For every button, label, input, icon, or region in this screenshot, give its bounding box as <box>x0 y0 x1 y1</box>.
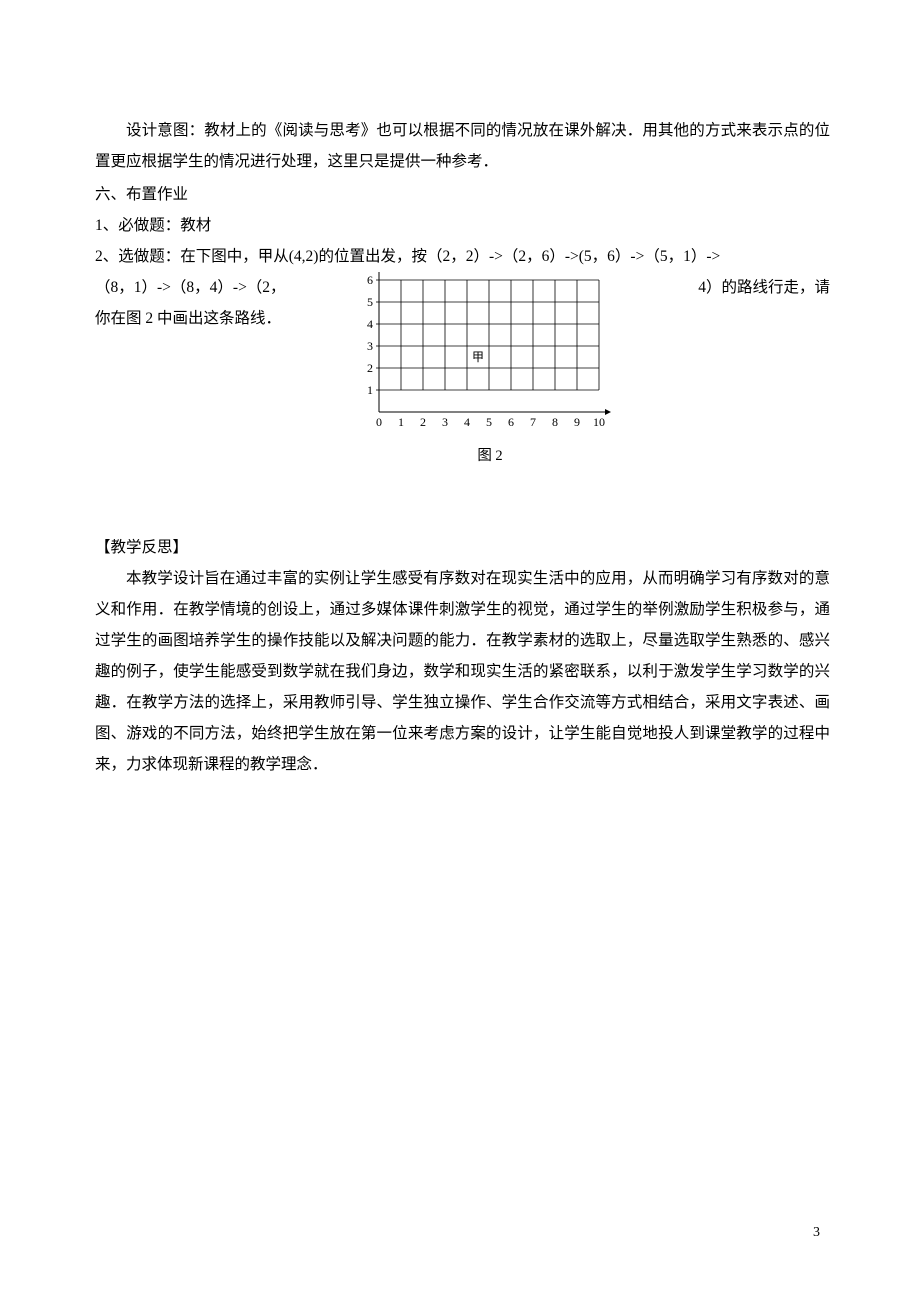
svg-text:1: 1 <box>367 383 373 397</box>
svg-text:3: 3 <box>367 339 373 353</box>
svg-text:4: 4 <box>464 415 470 428</box>
svg-text:5: 5 <box>486 415 492 428</box>
homework-optional-line1: 2、选做题：在下图中，甲从(4,2)的位置出发，按（2，2）->（2，6）->(… <box>95 241 830 272</box>
reflection-heading: 【教学反思】 <box>95 532 830 563</box>
svg-text:3: 3 <box>442 415 448 428</box>
svg-text:甲: 甲 <box>472 350 484 364</box>
svg-text:6: 6 <box>367 273 373 287</box>
design-intent-paragraph: 设计意图：教材上的《阅读与思考》也可以根据不同的情况放在课外解决．用其他的方式来… <box>95 115 830 177</box>
heading-section-6: 六、布置作业 <box>95 179 830 210</box>
reflection-body: 本教学设计旨在通过丰富的实例让学生感受有序数对在现实生活中的应用，从而明确学习有… <box>95 563 830 780</box>
svg-text:7: 7 <box>530 415 536 428</box>
svg-text:6: 6 <box>508 415 514 428</box>
grid-chart-figure: 1234567012345678910甲 图 2 <box>360 272 620 471</box>
grid-chart-svg: 1234567012345678910甲 <box>361 272 619 428</box>
homework-required: 1、必做题：教材 <box>95 210 830 241</box>
chart-caption: 图 2 <box>360 442 620 471</box>
page-number: 3 <box>813 1219 820 1247</box>
svg-text:4: 4 <box>367 317 373 331</box>
svg-text:2: 2 <box>367 361 373 375</box>
svg-text:0: 0 <box>376 415 382 428</box>
hw2-left: （8，1）->（8，4）->（2， <box>95 272 286 303</box>
svg-text:2: 2 <box>420 415 426 428</box>
svg-text:5: 5 <box>367 295 373 309</box>
svg-text:10: 10 <box>593 415 605 428</box>
svg-text:9: 9 <box>574 415 580 428</box>
hw2-right: 4）的路线行走，请 <box>698 272 830 303</box>
svg-text:8: 8 <box>552 415 558 428</box>
svg-text:1: 1 <box>398 415 404 428</box>
